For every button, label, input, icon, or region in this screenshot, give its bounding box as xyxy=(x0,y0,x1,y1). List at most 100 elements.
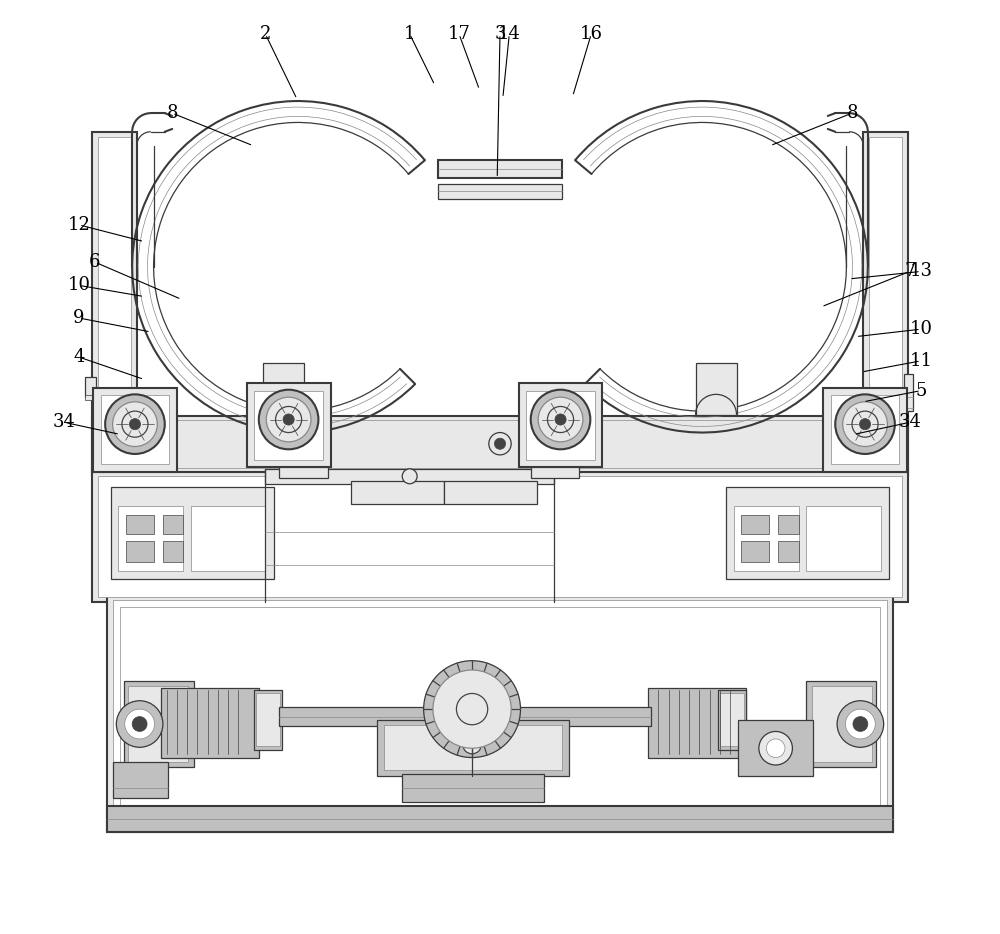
Bar xyxy=(254,390,323,460)
Bar xyxy=(254,689,282,750)
Bar xyxy=(92,132,137,476)
Bar xyxy=(107,595,893,832)
Bar xyxy=(256,693,280,746)
Circle shape xyxy=(859,418,871,430)
Text: 13: 13 xyxy=(909,262,932,280)
Bar xyxy=(247,383,331,467)
Bar xyxy=(738,720,813,776)
Circle shape xyxy=(122,411,148,437)
Bar xyxy=(113,762,168,798)
Text: 7: 7 xyxy=(904,262,915,280)
Bar xyxy=(831,395,899,464)
Circle shape xyxy=(113,402,157,446)
Bar xyxy=(92,416,908,472)
Bar xyxy=(384,725,562,770)
Bar xyxy=(126,542,154,562)
Bar xyxy=(526,390,595,460)
Text: 10: 10 xyxy=(68,276,91,294)
Bar xyxy=(85,395,92,400)
Bar xyxy=(778,542,799,562)
Bar xyxy=(191,506,265,572)
Bar xyxy=(904,374,913,411)
Bar xyxy=(438,160,562,178)
Circle shape xyxy=(433,670,511,748)
Circle shape xyxy=(424,660,520,757)
Bar xyxy=(161,687,259,757)
Circle shape xyxy=(531,389,590,449)
Bar xyxy=(98,137,131,471)
Text: 8: 8 xyxy=(846,104,858,122)
Bar xyxy=(111,488,274,579)
Bar xyxy=(163,542,183,562)
Circle shape xyxy=(835,394,895,454)
Bar xyxy=(118,506,183,572)
Bar xyxy=(648,687,746,757)
Circle shape xyxy=(853,716,868,731)
Circle shape xyxy=(489,432,511,455)
Bar xyxy=(107,806,893,832)
Text: 11: 11 xyxy=(909,352,932,370)
Bar xyxy=(279,467,328,478)
Text: 2: 2 xyxy=(260,25,271,43)
Bar xyxy=(351,481,444,504)
Bar xyxy=(92,470,908,602)
Bar xyxy=(124,681,194,767)
Circle shape xyxy=(463,735,481,754)
Circle shape xyxy=(759,731,792,765)
Text: 17: 17 xyxy=(448,25,470,43)
Bar xyxy=(806,506,881,572)
Circle shape xyxy=(129,418,141,430)
Circle shape xyxy=(845,709,875,739)
Circle shape xyxy=(766,739,785,757)
Bar xyxy=(696,362,737,415)
Bar xyxy=(402,774,544,802)
Text: 5: 5 xyxy=(915,382,927,400)
Text: 14: 14 xyxy=(498,25,521,43)
Circle shape xyxy=(555,414,566,425)
Text: 1: 1 xyxy=(404,25,415,43)
Text: 16: 16 xyxy=(580,25,603,43)
Circle shape xyxy=(276,406,302,432)
Bar xyxy=(93,388,177,472)
Bar xyxy=(98,476,902,598)
Circle shape xyxy=(266,397,311,442)
Bar xyxy=(863,132,908,476)
Circle shape xyxy=(852,411,878,437)
Circle shape xyxy=(105,394,165,454)
Bar xyxy=(163,516,183,534)
Circle shape xyxy=(456,693,488,725)
Circle shape xyxy=(837,700,884,747)
Bar xyxy=(734,506,799,572)
Circle shape xyxy=(116,700,163,747)
Bar xyxy=(741,542,769,562)
Bar xyxy=(823,388,907,472)
Text: 12: 12 xyxy=(68,216,91,234)
Bar xyxy=(812,686,872,762)
Bar xyxy=(113,601,887,828)
Bar xyxy=(265,469,554,484)
Bar xyxy=(279,707,433,726)
Circle shape xyxy=(494,438,506,449)
Circle shape xyxy=(132,716,147,731)
Circle shape xyxy=(283,414,294,425)
Text: 34: 34 xyxy=(898,414,921,432)
Bar xyxy=(806,681,876,767)
Bar xyxy=(519,383,602,467)
Circle shape xyxy=(402,469,417,484)
Bar xyxy=(98,419,902,468)
Bar xyxy=(531,467,579,478)
Bar xyxy=(507,707,651,726)
Circle shape xyxy=(843,402,887,446)
Bar xyxy=(778,516,799,534)
Bar xyxy=(726,488,889,579)
Bar xyxy=(101,395,169,464)
Bar xyxy=(128,686,188,762)
Circle shape xyxy=(259,389,318,449)
Text: 9: 9 xyxy=(73,309,85,327)
Circle shape xyxy=(125,709,155,739)
Text: 34: 34 xyxy=(53,414,76,432)
Text: 3: 3 xyxy=(494,25,506,43)
Bar xyxy=(377,720,569,776)
Bar xyxy=(263,362,304,415)
Bar xyxy=(438,184,562,199)
